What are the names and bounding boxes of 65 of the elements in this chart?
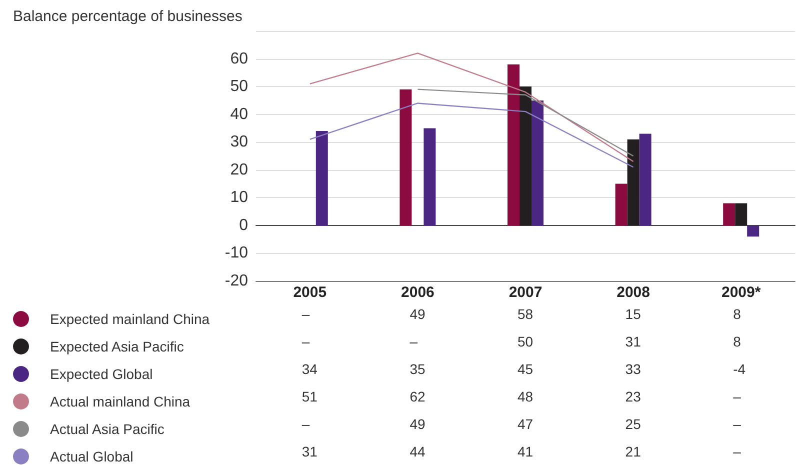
y-tick-label: 60 [230,50,248,68]
data-label: 33 [625,361,642,377]
data-label: 15 [625,306,642,322]
data-label: 51 [302,388,318,404]
data-label: 49 [410,416,426,432]
x-tick-label: 2009* [721,284,761,301]
text: – [302,416,310,432]
data-label: -4 [733,361,746,377]
data-label: 23 [625,388,642,404]
data-label: 49 [410,306,426,322]
x-tick-label: 2007 [508,284,542,301]
bar [424,128,436,226]
line-series [309,102,634,168]
x-tick-label: 2008 [616,284,650,301]
data-label: 35 [410,361,426,377]
data-label: 8 [733,334,742,350]
bar [508,64,520,226]
legend-label: Actual mainland China [50,394,190,410]
bar [400,89,412,226]
data-label: 25 [625,416,642,432]
y-tick-label: 30 [230,134,248,151]
data-label: 45 [518,361,534,377]
data-label: 50 [518,334,534,350]
bar [735,203,748,226]
data-label: 34 [302,361,318,377]
y-tick-label: 40 [230,106,248,123]
data-label: 41 [518,444,534,460]
data-label: 31 [302,444,318,460]
bar [615,184,628,226]
text: Balance percentage of businesses [13,8,242,25]
x-tick-label: 2006 [401,284,434,301]
data-label: 31 [625,334,642,350]
bar [316,131,328,226]
y-tick-label: 0 [239,216,248,234]
y-tick-label: 10 [230,189,248,206]
data-label: 58 [518,306,534,322]
y-tick-label: -20 [224,272,248,290]
text: – [302,334,310,350]
bar [520,86,532,226]
data-label: 21 [625,444,642,460]
data-label: 8 [733,306,742,322]
y-tick-label: 20 [230,161,248,178]
y-tick-label: -10 [224,244,248,262]
data-label: 48 [518,388,534,404]
legend-label: Expected mainland China [50,311,210,327]
x-tick-label: 2005 [293,284,327,301]
text: – [410,334,418,350]
y-tick-label: 50 [230,78,248,96]
line-series [309,52,634,162]
text: – [302,306,310,322]
data-label: 47 [518,416,534,432]
bar [723,203,736,226]
legend-label: Actual Asia Pacific [50,421,164,437]
data-label: 44 [410,444,426,460]
text: – [733,416,741,432]
bar [532,100,544,226]
data-label: 62 [410,388,426,404]
legend-label: Expected Asia Pacific [50,338,184,354]
bar [747,225,760,237]
text: – [733,388,741,404]
bar [639,134,652,226]
bar [627,139,640,226]
legend-label: Actual Global [50,448,134,464]
legend-label: Expected Global [50,366,153,382]
text: – [733,444,741,460]
